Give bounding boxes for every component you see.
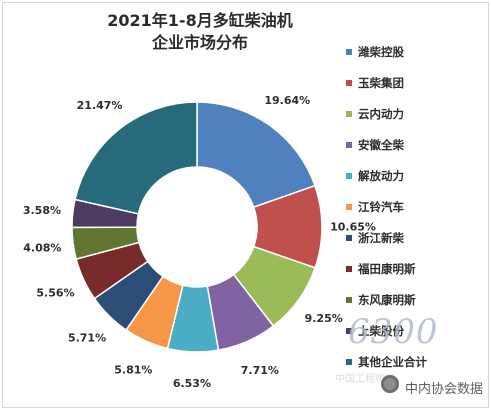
legend-label: 安徽全柴 [358,137,404,152]
legend-swatch [346,327,352,334]
legend-swatch [346,110,352,117]
watermark-logo-mark: 6300 [348,312,439,352]
chart-title-line-1: 2021年1-8月多缸柴油机 [107,11,293,30]
legend-swatch [346,234,352,241]
legend-item: 上柴股份 [346,315,486,346]
legend-item: 浙江新柴 [346,222,486,253]
legend-swatch [346,265,352,272]
pie-slice [74,101,198,215]
legend-swatch [346,79,352,86]
legend-swatch [346,48,352,55]
data-label: 10.65% [330,221,376,234]
chart-title-line-2: 企业市场分布 [151,33,248,52]
legend-item: 云内动力 [346,98,486,129]
legend-label: 福田康明斯 [358,261,416,276]
legend-item: 福田康明斯 [346,253,486,284]
legend-label: 浙江新柴 [358,230,404,245]
legend-item: 玉柴集团 [346,67,486,98]
data-label: 6.53% [173,377,211,390]
data-label: 21.47% [77,99,123,112]
data-label: 19.64% [264,94,310,107]
data-label: 9.25% [305,312,343,325]
legend-item: 安徽全柴 [346,129,486,160]
legend-label: 上柴股份 [358,323,404,338]
legend-item: 其他企业合计 [346,346,486,377]
legend-item: 江铃汽车 [346,191,486,222]
legend-item: 潍柴控股 [346,36,486,67]
legend-swatch [346,141,352,148]
legend-label: 云内动力 [358,106,404,121]
data-label: 5.56% [36,287,74,300]
data-label: 5.71% [68,332,106,345]
watermark-subtext: 中国工程机械 [335,374,395,385]
wechat-badge-icon [381,375,399,393]
legend-swatch [346,203,352,210]
data-label: 4.08% [23,241,61,254]
legend-label: 东风康明斯 [358,292,416,307]
legend-label: 玉柴集团 [358,75,404,90]
watermark-brand-text: 中内协会数据 [405,382,484,397]
legend-swatch [346,172,352,179]
legend-item: 东风康明斯 [346,284,486,315]
legend-swatch [346,296,352,303]
chart-legend: 潍柴控股 玉柴集团 云内动力 安徽全柴 解放动力 江铃汽车 浙江新柴 福田康明 [346,36,486,377]
data-label: 3.58% [23,204,61,217]
data-label: 5.81% [114,363,152,376]
legend-item: 解放动力 [346,160,486,191]
legend-swatch [346,358,352,365]
legend-label: 解放动力 [358,168,404,183]
pie-slice [196,101,316,209]
legend-label: 其他企业合计 [358,354,427,369]
legend-label: 潍柴控股 [358,44,404,59]
legend-label: 江铃汽车 [358,199,404,214]
data-label: 7.71% [241,364,279,377]
